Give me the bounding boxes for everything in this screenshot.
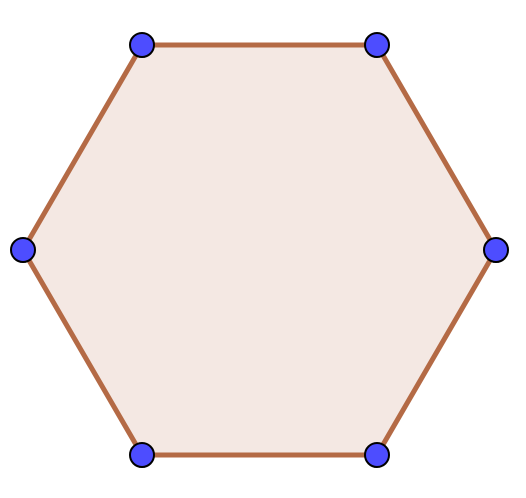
vertex-point-left[interactable] [10,237,36,263]
vertex-point-bottom-left[interactable] [129,442,155,468]
vertex-point-right[interactable] [483,237,509,263]
hexagon-edge-upper-right[interactable] [374,42,499,253]
vertex-point-top-left[interactable] [129,32,155,58]
vertex-point-bottom-right[interactable] [364,442,390,468]
hexagon-polygon[interactable] [23,45,496,455]
vertex-point-top-right[interactable] [364,32,390,58]
hexagon-edge-upper-left[interactable] [20,42,145,253]
hexagon-edge-lower-left[interactable] [20,247,145,458]
hexagon-edge-lower-right[interactable] [374,247,499,458]
